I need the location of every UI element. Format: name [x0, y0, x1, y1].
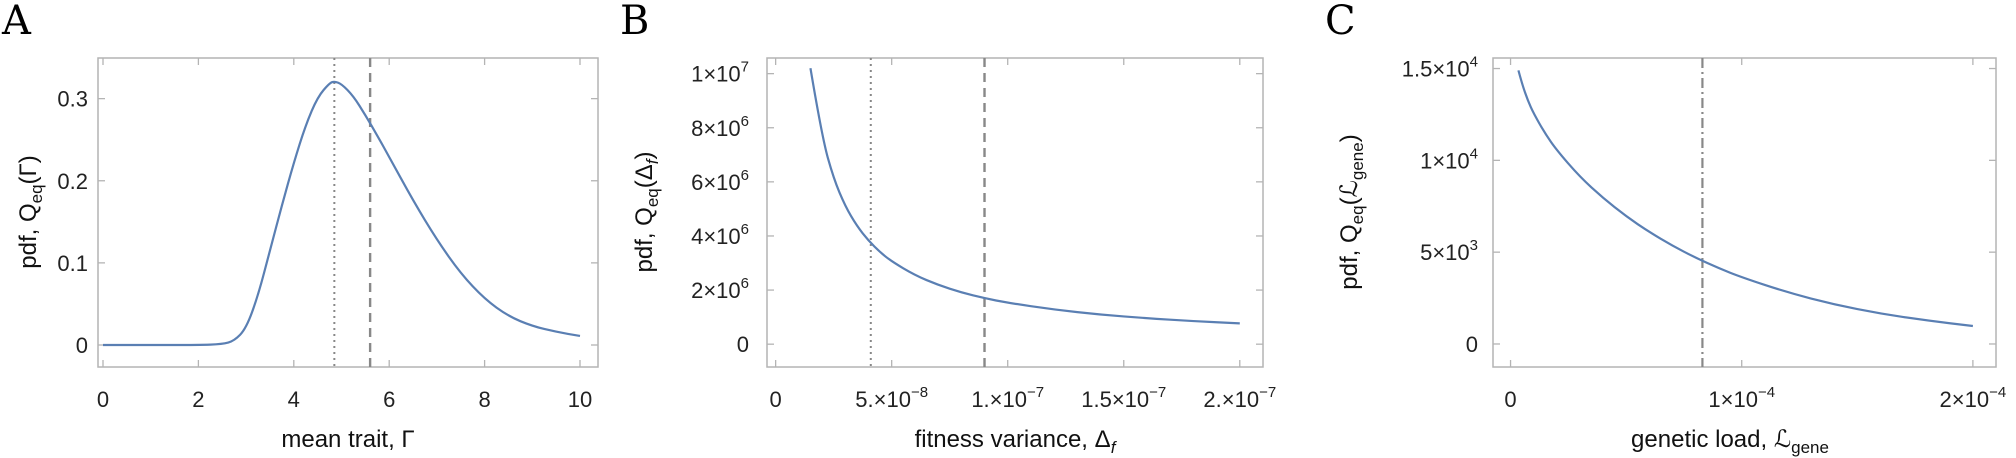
panel-c: C 0 1×10−4 2×10−4 0 5×103 1×104 1.5×104 geneti… [1325, 0, 2006, 457]
x-tick-label-c: 1×10−4 [1708, 384, 1775, 412]
plot-frame-c [1492, 57, 1997, 368]
pdf-curve-c [1517, 70, 1974, 328]
panel-letter-a: A [1, 0, 32, 44]
y-axis-label-b: pdf, Qeq(Δf) [631, 151, 662, 272]
panel-b: B 0 5.×10−8 1.×10−7 1.5×10−7 2.×10−7 0 2×106 4×… [620, 0, 1276, 457]
panel-letter-b: B [620, 0, 649, 44]
y-tick-label-c: 5×103 [1420, 237, 1478, 265]
ref-lines-a [333, 58, 372, 367]
panel-a: A 0 2 4 6 8 10 0 0.1 0.2 0.3 mean trait, Γ pdf, Q… [1, 0, 599, 453]
x-tick-label-a: 0 [97, 387, 109, 412]
y-axis-label-c: pdf, Qeq(ℒgene) [1336, 134, 1367, 289]
y-tick-label-a: 0.2 [57, 169, 88, 194]
plot-frame-a [97, 57, 599, 368]
panel-letter-c: C [1325, 0, 1356, 44]
x-tick-label-b: 0 [770, 387, 782, 412]
y-axis-label-a: pdf, Qeq(Γ) [15, 155, 46, 269]
y-tick-label-a: 0.3 [57, 87, 88, 112]
x-tick-label-c: 2×10−4 [1940, 384, 2007, 412]
y-tick-label-b: 4×106 [691, 221, 749, 249]
y-tick-label-b: 8×106 [691, 113, 749, 141]
x-tick-label-b: 1.5×10−7 [1081, 384, 1166, 412]
x-axis-label-a: mean trait, Γ [281, 426, 414, 453]
y-tick-label-c: 1×104 [1420, 145, 1478, 173]
x-tick-label-b: 1.×10−7 [971, 384, 1044, 412]
x-axis-label-b: fitness variance, Δf [915, 426, 1118, 457]
pdf-curve-a [102, 80, 581, 347]
axis-ticks-c: 0 1×10−4 2×10−4 0 5×103 1×104 1.5×104 [1402, 54, 2006, 412]
y-tick-label-a: 0 [76, 333, 88, 358]
x-tick-label-a: 10 [568, 387, 592, 412]
y-tick-label-b: 0 [737, 332, 749, 357]
y-tick-label-c: 0 [1466, 332, 1478, 357]
x-tick-label-a: 2 [192, 387, 204, 412]
y-tick-label-b: 1×107 [691, 59, 749, 87]
y-tick-label-a: 0.1 [57, 251, 88, 276]
ref-lines-b [869, 58, 986, 367]
y-tick-label-c: 1.5×104 [1402, 54, 1478, 82]
x-tick-label-a: 8 [478, 387, 490, 412]
x-tick-label-b: 2.×10−7 [1203, 384, 1276, 412]
y-tick-label-b: 6×106 [691, 167, 749, 195]
x-axis-label-c: genetic load, ℒgene [1631, 426, 1829, 457]
pdf-curve-b [809, 68, 1240, 325]
x-tick-label-a: 6 [383, 387, 395, 412]
axis-ticks-a: 0 2 4 6 8 10 0 0.1 0.2 0.3 [57, 58, 598, 412]
x-tick-label-a: 4 [288, 387, 300, 412]
axis-ticks-b: 0 5.×10−8 1.×10−7 1.5×10−7 2.×10−7 0 2×106 4×10… [691, 58, 1276, 412]
x-tick-label-c: 0 [1504, 387, 1516, 412]
plot-frame-b [766, 57, 1264, 368]
x-tick-label-b: 5.×10−8 [855, 384, 928, 412]
y-tick-label-b: 2×106 [691, 275, 749, 303]
